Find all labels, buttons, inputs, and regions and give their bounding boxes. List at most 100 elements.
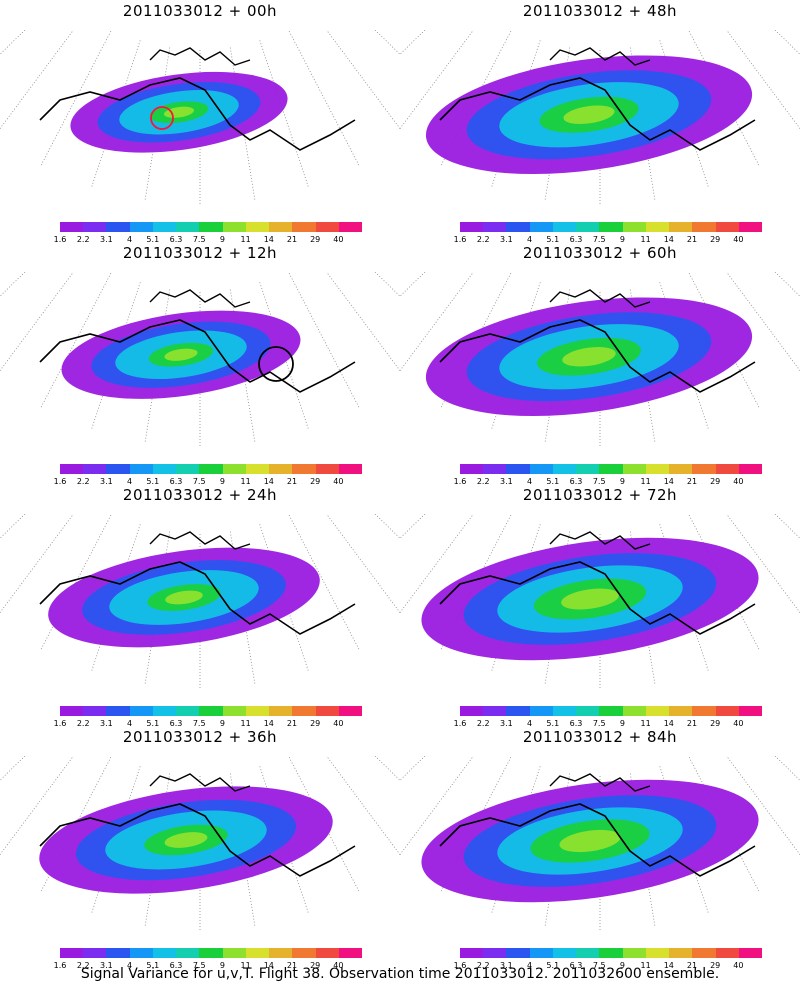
colorbar-tick-label: 5.1 xyxy=(546,477,560,486)
colorbar-swatch xyxy=(669,948,693,958)
colorbar-tick-label: 29 xyxy=(710,719,721,728)
latitude-line xyxy=(400,272,800,284)
meridian-line xyxy=(400,30,426,55)
map-panel: 2011033012 + 12h 1.6 2.2 3.1 4 5.1 6.3 7.5 9 11 14… xyxy=(0,242,400,487)
graticule xyxy=(0,30,400,205)
map-panel: 2011033012 + 84h 1.6 2.2 3.1 4 5.1 6.3 7.5 9 11 14… xyxy=(400,726,800,971)
meridian-line xyxy=(259,282,309,430)
meridian-line xyxy=(91,40,141,188)
colorbar-swatch xyxy=(692,706,716,716)
colorbar-swatch xyxy=(152,464,177,474)
meridian-line xyxy=(688,756,760,893)
colorbar-tick-label: 14 xyxy=(663,961,674,970)
colorbar-swatch xyxy=(222,464,246,474)
colorbar-tick-label: 2.2 xyxy=(76,477,90,486)
variance-contour xyxy=(164,348,198,361)
meridian-line xyxy=(288,30,360,167)
colorbar-swatch xyxy=(60,706,84,716)
meridian-line xyxy=(629,531,656,685)
colorbar-swatch xyxy=(669,464,693,474)
colorbar-tick-label: 1.6 xyxy=(453,961,467,970)
colorbar-swatch xyxy=(292,464,316,474)
colorbar-swatch xyxy=(199,464,223,474)
colorbar-tick-label: 9 xyxy=(219,719,225,728)
colorbar-swatch xyxy=(129,464,153,474)
meridian-line xyxy=(144,289,171,443)
meridian-line xyxy=(400,514,426,539)
colorbar-tick-label: 9 xyxy=(219,961,225,970)
colorbar-swatch xyxy=(599,706,623,716)
polar-stereographic-map xyxy=(400,30,800,205)
meridian-line xyxy=(688,272,760,409)
meridian-line xyxy=(400,756,426,781)
meridian-line xyxy=(40,272,112,409)
polar-stereographic-map xyxy=(0,756,400,931)
colorbar-swatch xyxy=(506,948,530,958)
map-panel: 2011033012 + 60h 1.6 2.2 3.1 4 5.1 6.3 7.5 9 11 14… xyxy=(400,242,800,487)
colorbar-swatch xyxy=(83,222,107,232)
colorbar-tick-label: 29 xyxy=(310,961,321,970)
meridian-line xyxy=(688,514,760,651)
colorbar xyxy=(460,222,763,232)
colorbar-tick-label: 21 xyxy=(286,961,298,970)
colorbar-swatch xyxy=(176,222,200,232)
colorbar-swatch xyxy=(576,464,600,474)
meridian-line xyxy=(374,272,400,297)
variance-field xyxy=(425,55,753,175)
colorbar xyxy=(460,706,763,716)
latitude-line xyxy=(0,30,400,42)
colorbar-tick-label: 2.2 xyxy=(476,235,490,244)
variance-contour xyxy=(559,829,621,853)
meridian-line xyxy=(144,47,171,201)
colorbar-swatch xyxy=(269,222,293,232)
colorbar-tick-label: 1.6 xyxy=(53,235,67,244)
meridian-line xyxy=(629,289,656,443)
meridian-line xyxy=(326,30,400,130)
colorbar-tick-label: 2.2 xyxy=(76,961,90,970)
coastline xyxy=(439,77,756,151)
colorbar-swatch xyxy=(222,706,246,716)
colorbar-swatch xyxy=(106,706,130,716)
colorbar-tick-label: 2.2 xyxy=(76,235,90,244)
meridian-line xyxy=(288,514,360,651)
polar-stereographic-map xyxy=(400,514,800,689)
latitude-line xyxy=(400,756,800,768)
coastline xyxy=(439,803,756,877)
meridian-line xyxy=(144,531,171,685)
colorbar xyxy=(460,948,763,958)
colorbar-tick-label: 5.1 xyxy=(146,477,160,486)
colorbar-tick-label: 7.5 xyxy=(192,477,206,486)
colorbar-tick-label: 3.1 xyxy=(100,719,113,728)
meridian-line xyxy=(726,30,800,130)
colorbar-tick-label: 1.6 xyxy=(453,477,467,486)
colorbar-tick-label: 29 xyxy=(310,477,321,486)
colorbar-swatch xyxy=(576,706,600,716)
coastline xyxy=(39,803,356,877)
colorbar-tick-label: 11 xyxy=(640,719,651,728)
latitude-line xyxy=(0,756,400,793)
colorbar-swatch xyxy=(692,222,716,232)
colorbar-swatch xyxy=(460,706,484,716)
colorbar-swatch xyxy=(506,222,530,232)
colorbar-swatch xyxy=(738,948,763,958)
map-panel: 2011033012 + 48h 1.6 2.2 3.1 4 5.1 6.3 7.5 9 11 14… xyxy=(400,0,800,245)
colorbar-swatch xyxy=(552,948,577,958)
meridian-line xyxy=(400,514,474,614)
colorbar-tick-label: 2.2 xyxy=(476,961,490,970)
colorbar-tick-label: 5.1 xyxy=(146,235,160,244)
meridian-line xyxy=(326,514,400,614)
colorbar-swatch xyxy=(715,706,739,716)
colorbar-swatch xyxy=(483,464,507,474)
colorbar-tick-label: 21 xyxy=(286,719,298,728)
meridian-line xyxy=(288,756,360,893)
colorbar-swatch xyxy=(292,948,316,958)
meridian-line xyxy=(544,47,571,201)
colorbar-swatch xyxy=(529,222,553,232)
variance-contour xyxy=(163,106,195,118)
colorbar-tick-label: 7.5 xyxy=(192,961,206,970)
colorbar-tick-label: 5.1 xyxy=(146,719,160,728)
colorbar xyxy=(60,464,363,474)
colorbar-tick-label: 40 xyxy=(333,235,344,244)
meridian-line xyxy=(0,272,74,372)
colorbar-tick-label: 40 xyxy=(333,477,344,486)
